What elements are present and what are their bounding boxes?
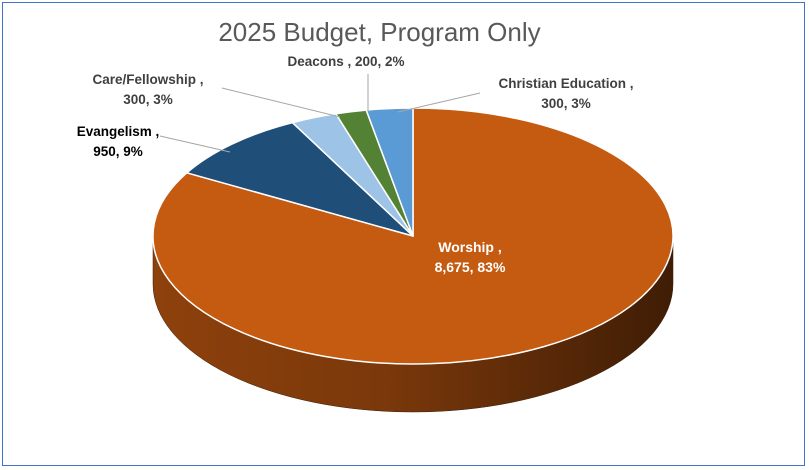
data-label-christian-education-name: Christian Education , [498, 76, 633, 91]
pie-slice-worship [152, 107, 674, 365]
data-label-worship-value: 8,675, 83% [435, 259, 506, 275]
data-label-care-fellowship-name: Care/Fellowship , [92, 72, 203, 87]
data-label-evangelism-name: Evangelism , [77, 124, 160, 139]
leader-line-care-fellowship [221, 87, 341, 118]
data-label-deacons-name: Deacons , 200, 2% [287, 54, 404, 69]
data-labels: Worship , 8,675, 83% Evangelism , 950, 9% Ca… [77, 54, 634, 275]
leader-line-christian-education [397, 92, 481, 113]
data-label-care-fellowship-value: 300, 3% [123, 92, 173, 107]
pie-slice-evangelism [186, 121, 414, 237]
leader-line-evangelism [159, 135, 231, 153]
data-label-evangelism-value: 950, 9% [93, 144, 143, 159]
pie-slice-christian-education [365, 107, 414, 237]
leader-lines [159, 74, 481, 153]
pie-top-group [152, 107, 674, 365]
data-label-christian-education-value: 300, 3% [541, 96, 591, 111]
data-label-worship-name: Worship , [438, 239, 502, 255]
chart-title: 2025 Budget, Program Only [218, 17, 541, 47]
